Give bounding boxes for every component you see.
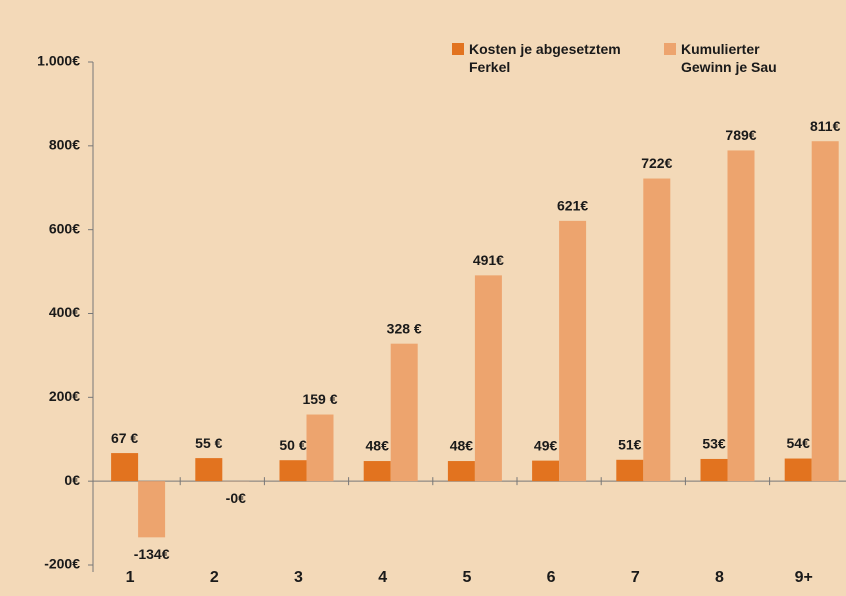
data-label: 54€ bbox=[787, 435, 811, 451]
bar bbox=[700, 458, 728, 482]
x-tick-label: 6 bbox=[547, 569, 556, 586]
data-label: 328 € bbox=[387, 320, 422, 336]
bar bbox=[784, 458, 812, 482]
bar bbox=[363, 461, 391, 482]
bar bbox=[138, 481, 166, 538]
bar bbox=[811, 141, 839, 482]
data-label: 53€ bbox=[702, 436, 726, 452]
data-label: 159 € bbox=[302, 391, 337, 407]
legend-label: Kosten je abgesetztem Ferkel bbox=[469, 41, 621, 75]
bar bbox=[111, 453, 139, 482]
bar bbox=[559, 220, 587, 482]
x-tick-label: 9+ bbox=[795, 569, 813, 586]
y-tick-label: -200€ bbox=[44, 556, 80, 572]
data-label: 67 € bbox=[111, 430, 138, 446]
bar bbox=[447, 461, 475, 482]
x-tick-label: 4 bbox=[378, 569, 387, 586]
data-label: -134€ bbox=[134, 546, 170, 562]
legend-item: Kumulierter Gewinn je Sau bbox=[664, 40, 794, 76]
bar bbox=[390, 343, 418, 482]
data-label: 48€ bbox=[450, 438, 474, 454]
bar bbox=[306, 414, 334, 482]
y-tick-label: 600€ bbox=[49, 220, 80, 236]
bar bbox=[643, 178, 671, 482]
data-label: 621€ bbox=[557, 198, 588, 214]
data-label: 491€ bbox=[473, 252, 504, 268]
y-tick-label: 0€ bbox=[64, 472, 80, 488]
bar bbox=[727, 150, 755, 482]
legend-swatch bbox=[452, 43, 464, 55]
bar bbox=[279, 460, 307, 482]
y-tick-label: 400€ bbox=[49, 304, 80, 320]
bar bbox=[532, 460, 560, 482]
legend-swatch bbox=[664, 43, 676, 55]
x-tick-label: 1 bbox=[126, 569, 135, 586]
x-tick-label: 2 bbox=[210, 569, 219, 586]
bar bbox=[616, 459, 644, 482]
y-tick-label: 200€ bbox=[49, 388, 80, 404]
x-tick-label: 7 bbox=[631, 569, 640, 586]
data-label: 789€ bbox=[725, 127, 756, 143]
data-label: 48€ bbox=[366, 438, 390, 454]
x-tick-label: 5 bbox=[462, 569, 471, 586]
data-label: 811€ bbox=[810, 118, 841, 134]
data-label: 722€ bbox=[641, 155, 672, 171]
x-tick-label: 3 bbox=[294, 569, 303, 586]
bar bbox=[474, 275, 502, 482]
y-tick-label: 1.000€ bbox=[37, 53, 80, 69]
y-tick-label: 800€ bbox=[49, 137, 80, 153]
x-tick-label: 8 bbox=[715, 569, 724, 586]
data-label: 51€ bbox=[618, 436, 642, 452]
bar bbox=[195, 458, 223, 482]
data-label: 49€ bbox=[534, 437, 558, 453]
data-label: 50 € bbox=[279, 437, 306, 453]
data-label: -0€ bbox=[226, 490, 246, 506]
legend-item: Kosten je abgesetztem Ferkel bbox=[452, 40, 652, 76]
data-label: 55 € bbox=[195, 435, 222, 451]
legend-label: Kumulierter Gewinn je Sau bbox=[681, 41, 777, 75]
